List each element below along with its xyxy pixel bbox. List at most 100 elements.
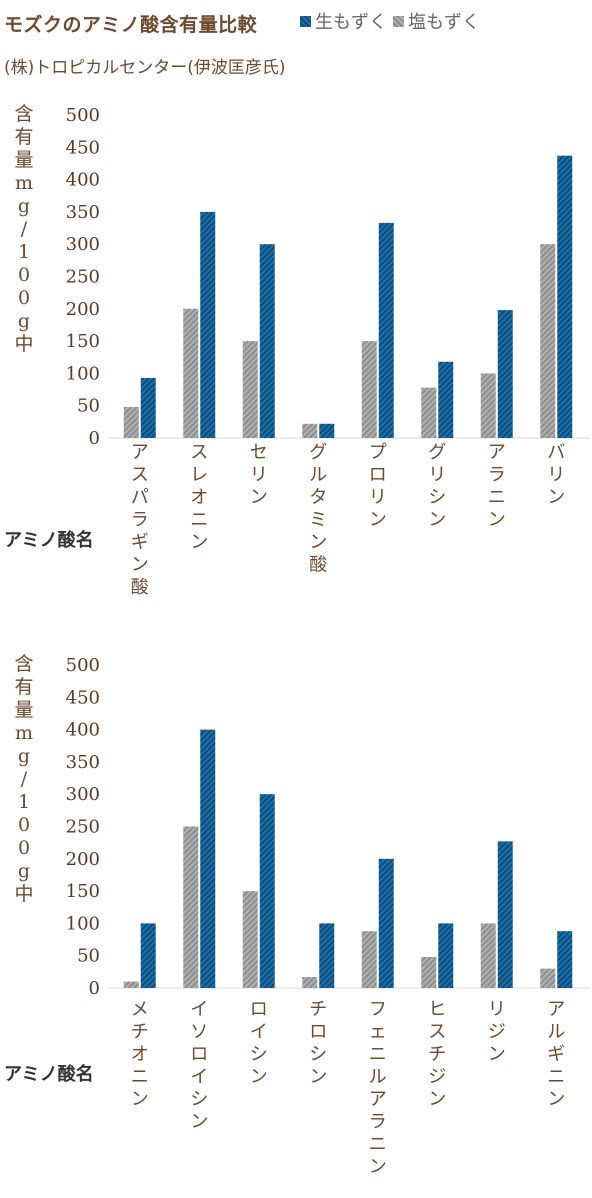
bar-salted bbox=[242, 341, 258, 438]
x-tick-char: ン bbox=[309, 532, 327, 553]
bar-salted bbox=[183, 308, 199, 438]
x-tick-char: ェ bbox=[369, 1022, 387, 1043]
x-tick-char: プ bbox=[369, 442, 387, 463]
bar-salted bbox=[540, 968, 556, 988]
y-axis-label-char: 1 bbox=[18, 241, 30, 263]
chart-header: モズクのアミノ酸含有量比較 (株)トロピカルセンター(伊波匡彦氏) 生もずく 塩… bbox=[0, 0, 592, 90]
y-tick-label: 100 bbox=[66, 363, 100, 384]
bar-fresh bbox=[259, 794, 275, 988]
chart-title: モズクのアミノ酸含有量比較 bbox=[4, 14, 258, 36]
bar-salted bbox=[361, 931, 377, 988]
x-tick-char: セ bbox=[250, 442, 268, 463]
x-tick-char: ン bbox=[488, 1044, 506, 1065]
x-tick-char: ジ bbox=[428, 1067, 446, 1088]
x-tick-char: ン bbox=[547, 487, 565, 508]
x-tick-char: メ bbox=[131, 999, 149, 1020]
x-tick-char: ロ bbox=[190, 1044, 208, 1065]
x-tick-char: ン bbox=[250, 487, 268, 508]
bar-fresh bbox=[557, 931, 573, 988]
y-tick-label: 400 bbox=[66, 170, 100, 191]
x-tick-char: 酸 bbox=[309, 555, 327, 576]
x-tick-char: ン bbox=[369, 1157, 387, 1178]
y-axis-label-char: 0 bbox=[18, 264, 30, 286]
bar-fresh bbox=[140, 923, 156, 988]
x-tick-char: リ bbox=[428, 465, 446, 486]
x-tick-char: ン bbox=[190, 532, 208, 553]
y-axis-label-char: / bbox=[21, 218, 28, 240]
x-tick-char: ン bbox=[547, 1089, 565, 1110]
x-tick-char: シ bbox=[309, 1044, 327, 1065]
legend-swatch-salted bbox=[393, 15, 404, 27]
x-tick-char: チ bbox=[309, 999, 327, 1020]
y-axis-label-char: 量 bbox=[14, 699, 33, 721]
x-tick-char: イ bbox=[190, 1067, 208, 1088]
x-tick-char: ソ bbox=[190, 1022, 208, 1043]
x-tick-char: イ bbox=[250, 1022, 268, 1043]
x-tick-char: バ bbox=[547, 442, 565, 463]
bar-fresh bbox=[140, 377, 156, 438]
x-tick-char: ミ bbox=[309, 510, 327, 531]
y-axis-label-char: 0 bbox=[18, 287, 30, 309]
x-tick-char: ル bbox=[369, 1067, 387, 1088]
bar-fresh bbox=[200, 211, 216, 438]
x-tick-char: ン bbox=[488, 510, 506, 531]
y-axis-label-char: m bbox=[15, 722, 33, 744]
x-tick-char: グ bbox=[428, 442, 446, 463]
x-tick-char: ル bbox=[309, 465, 327, 486]
x-tick-char: ラ bbox=[488, 465, 506, 486]
bar-salted bbox=[123, 406, 139, 438]
y-axis-label-char: 中 bbox=[14, 883, 33, 905]
x-tick-char: ロ bbox=[309, 1022, 327, 1043]
bar-fresh bbox=[319, 423, 335, 438]
x-tick-char: ア bbox=[547, 999, 565, 1020]
bar-salted bbox=[540, 244, 556, 438]
x-tick-char: チ bbox=[428, 1044, 446, 1065]
x-tick-char: シ bbox=[428, 487, 446, 508]
bar-fresh bbox=[497, 310, 513, 438]
y-axis-label-char: 有 bbox=[14, 676, 33, 698]
bar-fresh bbox=[319, 923, 335, 988]
y-tick-label: 450 bbox=[66, 137, 100, 158]
bars bbox=[107, 729, 590, 989]
x-tick-char: ニ bbox=[131, 1067, 149, 1088]
x-tick-char: パ bbox=[131, 487, 149, 508]
x-tick-char: グ bbox=[309, 442, 327, 463]
y-tick-label: 150 bbox=[66, 881, 100, 902]
y-tick-label: 250 bbox=[66, 817, 100, 838]
x-tick-char: ン bbox=[190, 1112, 208, 1133]
y-tick-label: 0 bbox=[89, 428, 100, 449]
x-tick-char: シ bbox=[190, 1089, 208, 1110]
x-tick-char: ギ bbox=[131, 532, 149, 553]
y-axis-label-char: g bbox=[18, 310, 30, 332]
y-axis-label-char: 0 bbox=[18, 814, 30, 836]
bar-fresh bbox=[378, 222, 394, 438]
x-tick-char: オ bbox=[131, 1044, 149, 1065]
legend: 生もずく 塩もずく bbox=[300, 10, 480, 33]
x-tick-label: セリン bbox=[250, 442, 268, 508]
bar-fresh bbox=[259, 244, 275, 438]
x-tick-char: フ bbox=[369, 999, 387, 1020]
bar-fresh bbox=[557, 155, 573, 438]
y-tick-label: 100 bbox=[66, 913, 100, 934]
y-axis-label-char: 0 bbox=[18, 837, 30, 859]
x-tick-char: ニ bbox=[547, 1067, 565, 1088]
bar-salted bbox=[480, 373, 496, 438]
y-axis-ticks: 0 50 100 150 200 250 300 350 400 450 500 bbox=[66, 105, 100, 449]
x-tick-char: ン bbox=[369, 510, 387, 531]
x-tick-char: リ bbox=[547, 465, 565, 486]
bar-salted bbox=[123, 981, 139, 988]
x-tick-char: リ bbox=[369, 487, 387, 508]
x-tick-char: ア bbox=[369, 1089, 387, 1110]
x-tick-char: ニ bbox=[369, 1134, 387, 1155]
